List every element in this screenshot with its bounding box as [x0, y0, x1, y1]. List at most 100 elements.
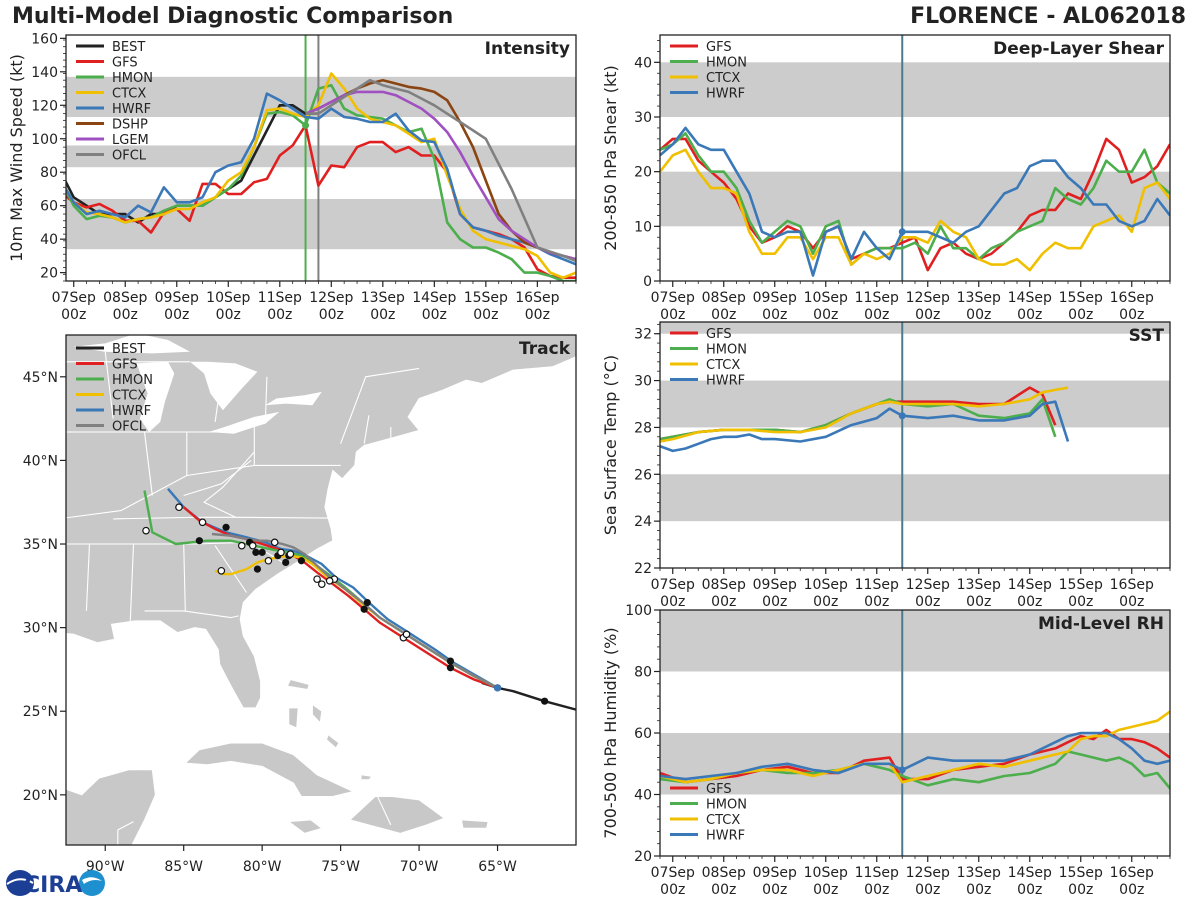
x-tick-label-hour: 00z	[1119, 594, 1144, 610]
land-hispaniola	[348, 796, 446, 834]
y-axis-label: 200-850 hPa Shear (kt)	[601, 65, 620, 251]
y-tick-label: 20	[634, 849, 652, 865]
track-position-marker	[360, 605, 368, 613]
track-hwrf	[167, 488, 499, 689]
x-tick-label-hour: 00z	[1017, 594, 1042, 610]
band-sst	[660, 474, 1170, 522]
y-tick-label: 100	[31, 132, 58, 148]
lon-tick-label: 70°W	[400, 859, 439, 875]
border-line	[264, 376, 268, 424]
track-position-open-marker	[237, 541, 246, 550]
x-tick-label-day: 07Sep	[651, 865, 695, 881]
border-line	[143, 431, 153, 496]
x-tick-label-day: 09Sep	[753, 290, 797, 306]
border-line	[104, 351, 114, 419]
x-tick-label-day: 08Sep	[702, 865, 746, 881]
track-position-marker	[446, 657, 455, 665]
x-tick-label-day: 15Sep	[1059, 577, 1103, 593]
x-tick-label-day: 09Sep	[753, 865, 797, 881]
lake-ontario	[265, 391, 322, 406]
legend-label-hmon: HMON	[112, 71, 153, 86]
panel-title: Deep-Layer Shear	[993, 39, 1164, 59]
x-tick-label-day: 12Sep	[906, 865, 950, 881]
track-position-open-marker	[313, 575, 321, 583]
series-hwrf	[66, 92, 576, 266]
panel-title: Intensity	[485, 39, 570, 59]
x-tick-label-hour: 00z	[319, 307, 344, 323]
lat-tick-label: 20°N	[23, 788, 58, 804]
x-tick-label-hour: 00z	[915, 594, 940, 610]
legend-label-hmon: HMON	[706, 343, 747, 358]
panel-title: SST	[1129, 326, 1165, 346]
track-position-marker	[297, 557, 305, 565]
track-position-open-marker	[277, 548, 285, 557]
x-tick-label-day: 07Sep	[52, 290, 96, 306]
x-tick-label-day: 11Sep	[855, 290, 899, 306]
land-bahamas	[360, 774, 374, 781]
y-tick-label: 120	[31, 98, 58, 114]
x-tick-label-hour: 00z	[915, 307, 940, 323]
y-tick-label: 40	[634, 55, 652, 71]
band-shear	[660, 62, 1170, 117]
land-jamaica	[287, 819, 323, 834]
track-position-marker	[252, 548, 260, 556]
x-tick-label-hour: 00z	[813, 882, 838, 898]
cira-logo-text: CIRA	[24, 873, 82, 898]
x-tick-label-hour: 00z	[1068, 882, 1093, 898]
border-line	[85, 543, 91, 611]
land-bahamas	[311, 703, 323, 725]
lat-tick-label: 40°N	[23, 453, 58, 469]
land-yucatan	[66, 769, 156, 845]
legend-label-gfs: GFS	[112, 56, 138, 71]
track-position-marker	[258, 548, 266, 556]
track-position-marker	[253, 565, 262, 573]
track-position-open-marker	[317, 580, 326, 588]
track-position-open-marker	[142, 526, 150, 535]
border-line	[117, 821, 134, 845]
series-hwrf	[660, 400, 1070, 453]
map-layer	[66, 335, 576, 845]
x-tick-label-hour: 00z	[422, 307, 447, 323]
lat-tick-label: 35°N	[23, 537, 58, 553]
border-line	[214, 368, 224, 423]
x-tick-label-day: 10Sep	[804, 577, 848, 593]
track-position-open-marker	[264, 556, 273, 565]
lake-michigan	[136, 361, 175, 432]
x-tick-label-day: 16Sep	[1110, 577, 1154, 593]
legend-label-ofcl: OFCL	[112, 420, 147, 435]
x-tick-label-hour: 00z	[1017, 307, 1042, 323]
x-tick-label-day: 16Sep	[515, 290, 559, 306]
y-tick-label: 40	[634, 788, 652, 804]
x-tick-label-hour: 00z	[267, 307, 292, 323]
series-ctcx	[660, 710, 1170, 784]
series-ofcl	[305, 78, 576, 263]
y-tick-label: 80	[634, 665, 652, 681]
track-position-open-marker	[286, 550, 295, 558]
legend-label-hwrf: HWRF	[112, 102, 151, 117]
legend-label-hwrf: HWRF	[706, 87, 745, 102]
hmon-marker	[302, 121, 310, 129]
y-tick-label: 24	[634, 514, 652, 530]
y-tick-label: 22	[634, 561, 652, 577]
x-tick-label-day: 12Sep	[309, 290, 353, 306]
legend-label-best: BEST	[112, 40, 145, 55]
y-tick-label: 26	[634, 467, 652, 483]
legend-label-dshp: DSHP	[112, 118, 148, 133]
track-position-open-marker	[402, 630, 411, 639]
y-tick-label: 60	[40, 199, 58, 215]
x-tick-label-day: 07Sep	[651, 290, 695, 306]
x-tick-label-hour: 00z	[864, 307, 889, 323]
x-tick-label-day: 10Sep	[804, 865, 848, 881]
x-tick-label-hour: 00z	[711, 882, 736, 898]
x-tick-label-day: 14Sep	[1008, 577, 1052, 593]
x-tick-label-hour: 00z	[370, 307, 395, 323]
y-tick-label: 160	[31, 31, 58, 47]
x-tick-label-day: 11Sep	[855, 577, 899, 593]
x-tick-label-day: 10Sep	[206, 290, 250, 306]
land-north-america	[66, 335, 576, 709]
panel-rh: 20 40 60 80 100 700-500 hPa Humidity (%) 07Sep…	[601, 603, 1171, 898]
current-position-marker	[493, 684, 502, 692]
series-hmon	[660, 132, 1170, 266]
border-line	[183, 543, 186, 611]
legend-label-best: BEST	[112, 342, 145, 357]
